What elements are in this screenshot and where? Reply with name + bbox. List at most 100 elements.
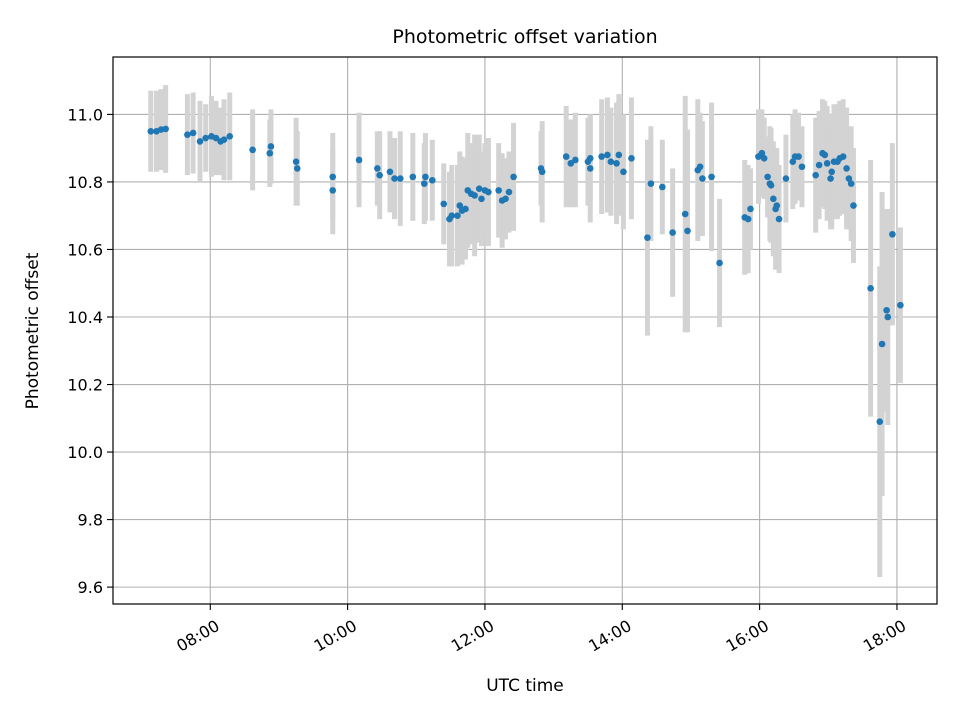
data-point [386, 168, 394, 176]
plot-frame [112, 56, 938, 605]
data-points [147, 125, 904, 425]
data-point [396, 175, 404, 182]
data-point [562, 153, 570, 160]
data-point [162, 125, 169, 133]
y-tick-label: 9.6 [78, 578, 103, 597]
data-point [795, 153, 802, 160]
data-point [815, 161, 823, 169]
data-point [764, 173, 771, 181]
data-point [586, 165, 594, 172]
data-point [828, 168, 836, 176]
data-point [758, 149, 766, 157]
data-point [659, 183, 666, 191]
data-point [292, 158, 300, 165]
data-point [775, 215, 783, 223]
y-tick-label: 10.0 [67, 443, 103, 462]
data-point [767, 182, 775, 189]
data-point [502, 195, 509, 203]
data-point [572, 156, 579, 164]
data-point [475, 185, 483, 192]
data-point [485, 188, 492, 196]
data-point [429, 176, 436, 184]
data-point [669, 229, 676, 236]
data-point [812, 171, 819, 179]
y-axis: 9.6 9.8 10.0 10.2 10.4 10.6 10.8 11.0 [67, 105, 113, 597]
data-point [821, 151, 829, 159]
data-point [422, 173, 429, 181]
data-point [409, 173, 417, 181]
data-point [889, 230, 896, 238]
data-point [505, 188, 513, 196]
data-point [827, 175, 834, 182]
data-point [620, 168, 627, 176]
data-point [448, 212, 456, 219]
data-point [708, 173, 715, 181]
data-point [878, 340, 886, 348]
data-point [293, 165, 301, 172]
data-point [376, 171, 383, 179]
data-point [699, 175, 706, 182]
data-point [850, 202, 857, 209]
data-point [329, 173, 337, 181]
data-point [696, 163, 704, 171]
y-tick-label: 10.2 [67, 376, 103, 395]
data-point [249, 146, 256, 154]
data-point [226, 133, 234, 140]
y-axis-label: Photometric offset [23, 252, 43, 409]
data-point [773, 202, 781, 209]
data-point [770, 195, 777, 203]
data-point [883, 306, 890, 314]
data-point [798, 163, 806, 171]
data-point [510, 173, 517, 181]
data-point [789, 158, 797, 165]
data-point [184, 131, 191, 138]
data-point [782, 175, 790, 182]
data-point [202, 134, 209, 142]
data-point [615, 151, 623, 159]
data-point [454, 212, 461, 219]
data-point [644, 234, 651, 241]
data-point [440, 200, 448, 208]
data-point [604, 151, 611, 159]
data-point [374, 165, 381, 172]
data-point [355, 156, 363, 164]
data-point [839, 153, 847, 160]
data-point [267, 143, 275, 150]
data-point [747, 205, 754, 213]
y-tick-label: 10.6 [67, 240, 103, 259]
data-point [586, 154, 594, 162]
data-point [823, 160, 831, 167]
data-point [847, 180, 855, 187]
data-point [598, 153, 605, 160]
data-point [495, 187, 502, 194]
y-tick-label: 9.8 [78, 511, 103, 530]
data-point [845, 175, 853, 182]
data-point [456, 202, 464, 209]
data-point [628, 154, 635, 162]
data-point [567, 160, 575, 167]
data-point [196, 138, 204, 145]
data-point [607, 158, 615, 165]
data-point [681, 210, 689, 218]
data-point [212, 134, 220, 142]
y-tick-label: 10.8 [67, 173, 103, 192]
data-point [391, 175, 398, 182]
data-point [266, 149, 274, 157]
data-point [189, 129, 197, 137]
data-point [867, 284, 874, 292]
chart-title: Photometric offset variation [392, 26, 657, 48]
data-point [462, 205, 469, 213]
data-point [716, 259, 723, 267]
data-point [876, 418, 884, 425]
data-point [897, 301, 904, 309]
data-point [538, 168, 546, 176]
data-point [147, 127, 155, 135]
data-point [843, 165, 850, 172]
x-axis-label: UTC time [486, 676, 564, 696]
data-point [684, 227, 691, 235]
data-point [220, 136, 228, 144]
y-tick-label: 10.4 [67, 308, 103, 327]
data-point [420, 180, 428, 187]
